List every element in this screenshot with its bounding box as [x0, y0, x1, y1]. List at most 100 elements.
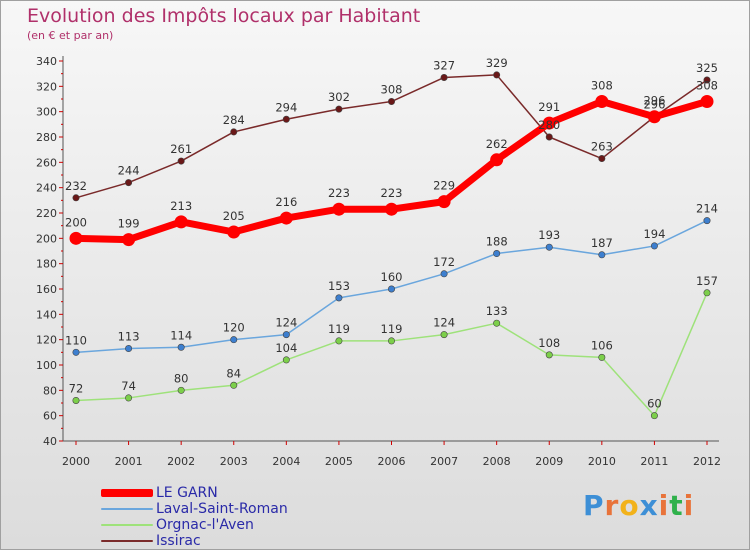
data-label: 110 [65, 333, 87, 347]
data-label: 223 [381, 186, 403, 200]
data-label: 325 [696, 61, 718, 75]
data-label: 261 [170, 142, 192, 156]
data-label: 223 [328, 186, 350, 200]
data-label: 327 [433, 58, 455, 72]
series-point-0 [647, 110, 661, 124]
x-tick-label: 2005 [325, 455, 353, 468]
y-tick-label: 240 [36, 182, 57, 195]
data-label: 294 [275, 100, 297, 114]
series-point-1 [387, 285, 395, 293]
x-tick-label: 2003 [220, 455, 248, 468]
data-label: 308 [381, 83, 403, 97]
data-label: 157 [696, 274, 718, 288]
series-point-0 [69, 231, 83, 245]
series-line-2 [75, 292, 708, 417]
series-line-0 [75, 98, 708, 244]
data-label: 296 [643, 94, 665, 108]
series-point-2 [230, 381, 238, 389]
data-label: 280 [538, 118, 560, 132]
data-label: 302 [328, 90, 350, 104]
series-point-2 [598, 353, 606, 361]
data-label: 291 [538, 100, 560, 114]
series-point-1 [72, 348, 80, 356]
data-label: 199 [118, 217, 140, 231]
x-tick-label: 2002 [167, 455, 195, 468]
legend-label: LE GARN [156, 485, 218, 501]
series-point-1 [177, 343, 185, 351]
series-point-2 [335, 337, 343, 345]
data-label: 194 [643, 227, 665, 241]
data-label: 187 [591, 236, 613, 250]
x-tick-label: 2009 [535, 455, 563, 468]
chart-subtitle: (en € et par an) [27, 29, 114, 42]
y-tick-label: 260 [36, 156, 57, 169]
data-label: 108 [538, 336, 560, 350]
data-label: 120 [223, 321, 245, 335]
series-point-3 [440, 73, 448, 81]
legend-swatch-orgnac [101, 524, 153, 526]
series-point-1 [598, 251, 606, 259]
series-point-3 [545, 133, 553, 141]
logo-letter: i [658, 489, 670, 522]
data-label: 104 [275, 341, 297, 355]
legend-label: Issirac [156, 533, 201, 549]
data-label: 119 [381, 322, 403, 336]
data-label: 106 [591, 338, 613, 352]
data-label: 214 [696, 202, 718, 216]
x-tick-label: 2001 [115, 455, 143, 468]
logo-letter: i [683, 489, 695, 522]
legend-label: Laval-Saint-Roman [156, 501, 288, 517]
y-tick-label: 180 [36, 258, 57, 271]
data-label: 200 [65, 215, 87, 229]
series-point-3 [282, 115, 290, 123]
legend-swatch-laval-saint-roman [101, 508, 153, 510]
data-label: 329 [486, 56, 508, 70]
series-point-0 [437, 195, 451, 209]
y-tick-label: 80 [43, 384, 57, 397]
data-label: 80 [174, 371, 189, 385]
data-label: 133 [486, 304, 508, 318]
series-point-1 [230, 336, 238, 344]
logo-letter: x [639, 489, 659, 522]
series-point-2 [545, 351, 553, 359]
logo-letter: r [604, 489, 620, 522]
data-label: 113 [118, 330, 140, 344]
data-label: 308 [696, 79, 718, 93]
legend-label: Orgnac-l'Aven [156, 517, 254, 533]
series-point-0 [122, 233, 136, 247]
series-point-3 [177, 157, 185, 165]
series-point-0 [332, 202, 346, 216]
series-point-0 [385, 202, 398, 216]
series-point-2 [493, 319, 501, 327]
data-label: 244 [118, 164, 140, 178]
data-label: 216 [275, 195, 297, 209]
series-point-1 [703, 217, 711, 225]
x-tick-label: 2012 [693, 455, 721, 468]
series-point-2 [650, 412, 658, 420]
data-label: 296 [643, 98, 665, 112]
data-label: 84 [226, 366, 241, 380]
series-point-1 [545, 243, 553, 251]
data-label: 160 [381, 270, 403, 284]
y-tick-label: 40 [43, 435, 57, 448]
data-label: 308 [591, 79, 613, 93]
series-point-0 [542, 116, 556, 130]
data-label: 119 [328, 322, 350, 336]
line-chart: 40 60 80 100 120 140 160 180 200 220 240 260 280 300 3… [36, 55, 721, 468]
y-tick-label: 320 [36, 80, 57, 93]
data-label: 124 [433, 316, 455, 330]
series-point-3 [387, 98, 395, 106]
y-tick-label: 100 [36, 359, 57, 372]
series-point-1 [282, 331, 290, 339]
series-point-0 [490, 153, 504, 167]
data-label: 193 [538, 228, 560, 242]
series-point-2 [440, 331, 448, 339]
series-point-1 [493, 250, 501, 258]
series-point-3 [335, 105, 343, 113]
x-tick-label: 2011 [640, 455, 668, 468]
series-point-0 [174, 215, 188, 229]
series-point-2 [282, 356, 290, 364]
logo-letter: o [619, 489, 640, 522]
y-tick-label: 140 [36, 308, 57, 321]
data-label: 188 [486, 235, 508, 249]
